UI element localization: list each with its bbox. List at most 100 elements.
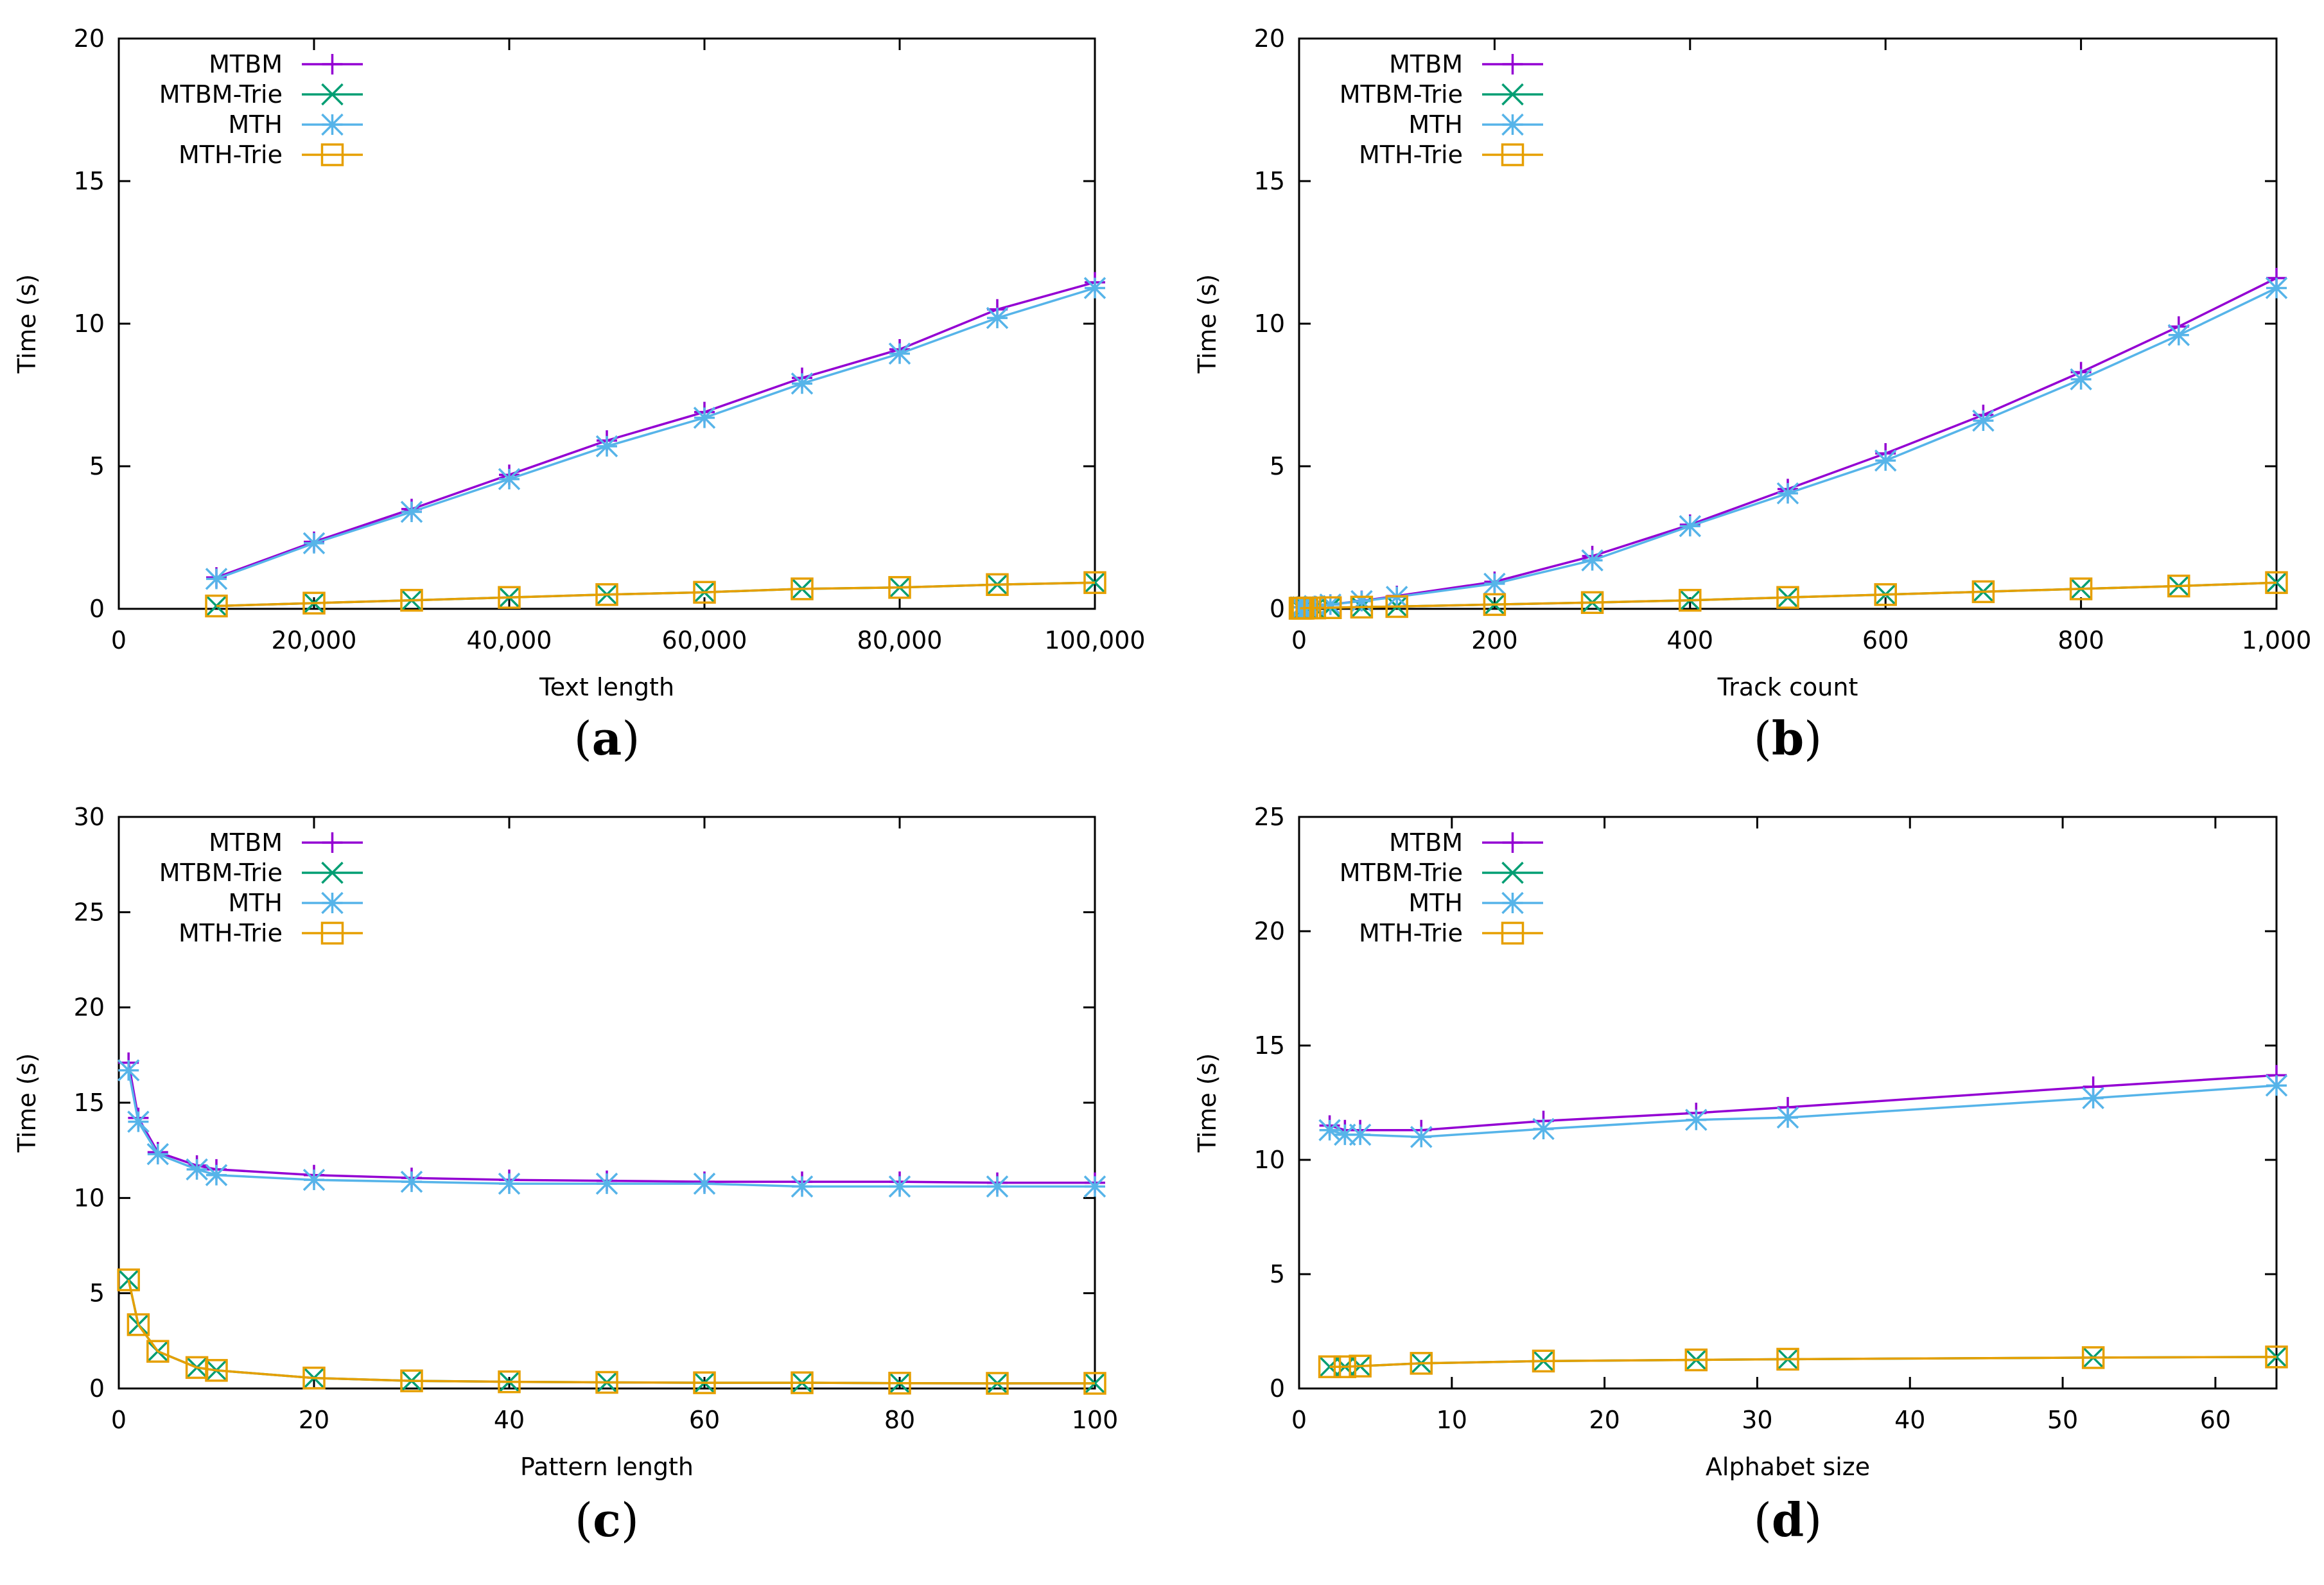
data-point	[888, 342, 911, 365]
panel-caption: (a)	[574, 711, 640, 766]
legend-marker	[321, 861, 344, 884]
y-tick-label: 0	[89, 1374, 105, 1403]
data-point	[498, 1370, 521, 1394]
caption-letter: d	[1772, 1493, 1804, 1547]
data-point	[1350, 590, 1373, 613]
legend-label: MTH	[1408, 110, 1463, 139]
data-point	[986, 1372, 1009, 1395]
legend-entry-mth-trie: MTH-Trie	[179, 919, 363, 947]
data-point	[693, 1172, 716, 1195]
series-mth-trie	[1288, 571, 2288, 620]
x-axis-label: Pattern length	[520, 1453, 694, 1481]
legend-marker	[1502, 832, 1523, 853]
x-tick-label: 400	[1667, 626, 1714, 654]
data-point	[1349, 1354, 1372, 1378]
data-point	[1532, 1349, 1555, 1373]
legend-label: MTH	[228, 889, 283, 917]
y-tick-label: 20	[1254, 917, 1285, 945]
caption-close-paren: )	[1804, 712, 1822, 766]
data-point	[302, 532, 326, 555]
legend-marker	[1501, 113, 1524, 136]
caption-close-paren: )	[622, 712, 640, 766]
series-line	[216, 581, 1096, 608]
legend-label: MTH	[228, 110, 283, 139]
legend-entry-mth-trie: MTH-Trie	[1359, 919, 1543, 947]
caption-open-paren: (	[574, 712, 592, 766]
y-tick-label: 20	[1254, 24, 1285, 53]
x-tick-label: 80	[884, 1406, 915, 1434]
y-tick-label: 10	[74, 1184, 105, 1212]
series-line	[127, 1070, 1095, 1188]
x-tick-label: 0	[1291, 1406, 1307, 1434]
legend-entry-mtbm-trie: MTBM-Trie	[159, 80, 363, 109]
y-tick-label: 15	[1254, 167, 1285, 195]
panel-a: 0 20,000 40,000 60,000 80,000 100,000 0 5 10 15 20…	[13, 24, 1146, 766]
x-tick-label: 40	[494, 1406, 525, 1434]
data-point	[693, 581, 716, 604]
data-point	[791, 372, 814, 395]
x-tick-label: 60,000	[662, 626, 747, 654]
x-tick-label: 1,000	[2242, 626, 2312, 654]
data-point	[1410, 1126, 1433, 1148]
data-point	[1580, 591, 1604, 614]
data-point	[1971, 580, 1995, 604]
x-tick-label: 80,000	[857, 626, 943, 654]
data-point	[2082, 1087, 2104, 1110]
legend-label: MTBM	[1389, 828, 1463, 857]
x-axis-label: Track count	[1717, 673, 1858, 701]
data-point	[693, 1371, 716, 1394]
legend-label: MTH	[1408, 889, 1463, 917]
panel-d: 0 10 20 30 40 50 60 0 5 10 15 20 25 Alphabet size Time…	[1193, 803, 2288, 1547]
legend-marker	[321, 113, 344, 136]
legend-label: MTBM-Trie	[1340, 80, 1463, 109]
series-mth-trie	[1318, 1345, 2288, 1378]
y-tick-label: 15	[74, 167, 105, 195]
y-tick-label: 0	[1270, 595, 1285, 623]
y-tick-label: 30	[74, 803, 105, 831]
x-tick-label: 60	[2200, 1406, 2231, 1434]
data-point	[1083, 571, 1106, 594]
data-point	[888, 1175, 911, 1198]
legend-entry-mtbm-trie: MTBM-Trie	[1340, 80, 1543, 109]
data-point	[1679, 515, 1702, 538]
legend-entry-mth: MTH	[1408, 110, 1543, 139]
data-point	[693, 407, 716, 429]
caption-letter: c	[593, 1493, 621, 1547]
legend-marker	[1501, 143, 1525, 166]
y-axis-label: Time (s)	[1193, 1053, 1221, 1153]
caption-close-paren: )	[621, 1493, 639, 1547]
data-point	[498, 1172, 521, 1195]
y-axis-label: Time (s)	[13, 1053, 41, 1153]
legend-label: MTH-Trie	[179, 141, 283, 169]
caption-close-paren: )	[1804, 1493, 1822, 1547]
series-mth	[117, 1059, 1106, 1198]
data-point	[595, 1370, 618, 1394]
data-point	[117, 1059, 140, 1081]
y-tick-label: 15	[1254, 1031, 1285, 1060]
legend-entry-mth: MTH	[228, 889, 363, 917]
data-point	[1532, 1117, 1555, 1141]
data-point	[791, 1371, 814, 1394]
legend-marker	[322, 832, 343, 853]
y-tick-label: 20	[74, 24, 105, 53]
series-mth	[1318, 1074, 2288, 1148]
data-point	[1685, 1108, 1708, 1131]
data-point	[1083, 277, 1106, 299]
x-tick-label: 10	[1437, 1406, 1467, 1434]
legend-marker	[321, 83, 344, 106]
legend-marker	[1501, 922, 1525, 945]
y-axis-label: Time (s)	[1193, 274, 1221, 374]
series-line	[1300, 581, 2277, 609]
legend-marker	[322, 54, 343, 74]
y-tick-label: 15	[74, 1089, 105, 1117]
data-point	[498, 468, 521, 491]
data-point	[1333, 1355, 1357, 1378]
caption-open-paren: (	[575, 1493, 593, 1547]
data-point	[791, 1175, 814, 1198]
data-point	[1776, 586, 1799, 609]
data-point	[400, 500, 423, 523]
data-point	[1385, 595, 1408, 618]
data-point	[986, 306, 1009, 329]
data-point	[595, 583, 618, 606]
